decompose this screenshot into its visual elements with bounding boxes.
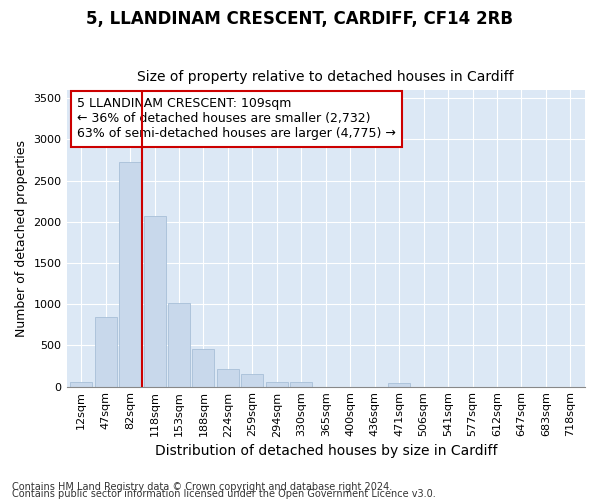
Bar	[266, 382, 288, 386]
Bar	[95, 316, 116, 386]
Bar	[193, 350, 214, 387]
Y-axis label: Number of detached properties: Number of detached properties	[15, 140, 28, 336]
Text: 5, LLANDINAM CRESCENT, CARDIFF, CF14 2RB: 5, LLANDINAM CRESCENT, CARDIFF, CF14 2RB	[86, 10, 514, 28]
X-axis label: Distribution of detached houses by size in Cardiff: Distribution of detached houses by size …	[155, 444, 497, 458]
Text: 5 LLANDINAM CRESCENT: 109sqm
← 36% of detached houses are smaller (2,732)
63% of: 5 LLANDINAM CRESCENT: 109sqm ← 36% of de…	[77, 98, 396, 140]
Title: Size of property relative to detached houses in Cardiff: Size of property relative to detached ho…	[137, 70, 514, 85]
Bar	[168, 304, 190, 386]
Bar	[70, 382, 92, 386]
Bar	[119, 162, 141, 386]
Bar	[143, 216, 166, 386]
Text: Contains HM Land Registry data © Crown copyright and database right 2024.: Contains HM Land Registry data © Crown c…	[12, 482, 392, 492]
Bar	[290, 382, 313, 386]
Bar	[217, 370, 239, 386]
Bar	[241, 374, 263, 386]
Bar	[388, 384, 410, 386]
Text: Contains public sector information licensed under the Open Government Licence v3: Contains public sector information licen…	[12, 489, 436, 499]
